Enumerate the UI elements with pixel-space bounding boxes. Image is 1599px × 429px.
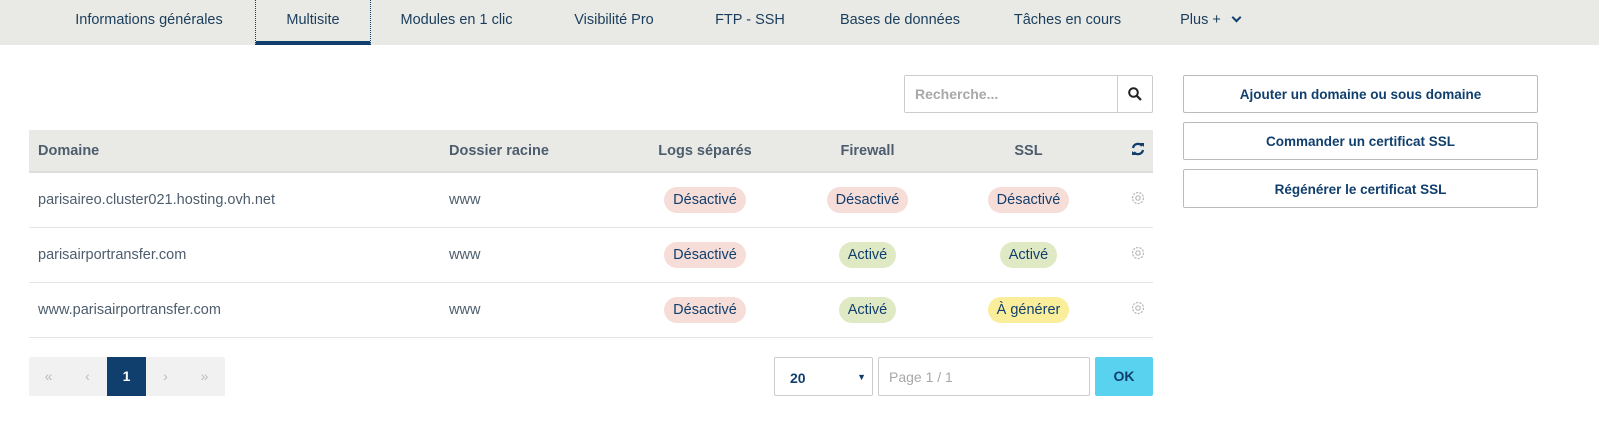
table-row: parisaireo.cluster021.hosting.ovh.net ww… xyxy=(29,172,1153,228)
domain-cell: www.parisairportransfer.com xyxy=(29,282,440,338)
header-domaine[interactable]: Domaine xyxy=(29,130,440,173)
page-1-button[interactable]: 1 xyxy=(107,357,146,396)
root-cell: www xyxy=(440,172,610,228)
first-page-button[interactable]: « xyxy=(44,368,53,384)
page-input[interactable]: Page 1 / 1 xyxy=(878,357,1090,396)
refresh-icon xyxy=(1131,142,1144,155)
chevron-down-icon xyxy=(1231,12,1242,23)
tab-label: Bases de données xyxy=(839,12,961,28)
header-firewall: Firewall xyxy=(800,130,935,173)
settings-button[interactable] xyxy=(1122,282,1153,338)
tab-ftp-ssh[interactable]: FTP - SSH xyxy=(700,0,800,45)
tab-informations-generales[interactable]: Informations générales xyxy=(60,0,238,45)
pagination: « ‹ 1 › » xyxy=(29,357,225,396)
status-badge: Désactivé xyxy=(664,296,746,323)
settings-button[interactable] xyxy=(1122,172,1153,228)
settings-button[interactable] xyxy=(1122,227,1153,283)
last-page-button[interactable]: » xyxy=(200,368,209,384)
status-badge: Désactivé xyxy=(664,186,746,213)
root-cell: www xyxy=(440,282,610,338)
order-ssl-button[interactable]: Commander un certificat SSL xyxy=(1183,122,1538,160)
table-row: www.parisairportransfer.com www Désactiv… xyxy=(29,282,1153,338)
status-badge: Activé xyxy=(838,241,897,268)
status-badge: Désactivé xyxy=(664,241,746,268)
status-badge: À générer xyxy=(987,296,1070,323)
ok-button[interactable]: OK xyxy=(1095,357,1153,396)
tab-modules[interactable]: Modules en 1 clic xyxy=(385,0,528,45)
tab-taches[interactable]: Tâches en cours xyxy=(1000,0,1135,45)
search-input[interactable] xyxy=(905,76,1117,112)
prev-page-button[interactable]: ‹ xyxy=(85,368,90,384)
status-badge: Activé xyxy=(999,241,1058,268)
domain-cell: parisairportransfer.com xyxy=(29,227,440,283)
tab-label: Tâches en cours xyxy=(1013,12,1122,28)
status-badge: Activé xyxy=(838,296,897,323)
tab-label: Plus + xyxy=(1180,12,1221,28)
tab-label: Multisite xyxy=(286,12,340,28)
add-domain-button[interactable]: Ajouter un domaine ou sous domaine xyxy=(1183,75,1538,113)
header-logs: Logs séparés xyxy=(610,130,800,173)
search-box xyxy=(904,75,1153,113)
status-badge: Désactivé xyxy=(826,186,909,213)
next-page-button[interactable]: › xyxy=(163,368,168,384)
regenerate-ssl-button[interactable]: Régénérer le certificat SSL xyxy=(1183,169,1538,208)
gear-icon xyxy=(1131,246,1144,259)
tab-label: FTP - SSH xyxy=(715,12,785,28)
gear-icon xyxy=(1131,301,1144,314)
page-size-select[interactable]: 20 ▼ xyxy=(774,357,873,396)
dropdown-arrow-icon: ▼ xyxy=(857,372,866,382)
header-ssl: SSL xyxy=(935,130,1122,173)
tab-bases-de-donnees[interactable]: Bases de données xyxy=(820,0,980,45)
tab-label: Visibilité Pro xyxy=(574,12,654,28)
tab-visibilite-pro[interactable]: Visibilité Pro xyxy=(555,0,673,45)
gear-icon xyxy=(1131,191,1144,204)
search-button[interactable] xyxy=(1117,76,1152,112)
tab-label: Modules en 1 clic xyxy=(400,12,513,28)
tab-bar: Informations générales Multisite Modules… xyxy=(0,0,1599,45)
page-size-value: 20 xyxy=(790,370,806,386)
page-input-placeholder: Page 1 / 1 xyxy=(889,369,953,385)
root-cell: www xyxy=(440,227,610,283)
domains-table: Domaine Dossier racine Logs séparés Fire… xyxy=(29,130,1153,338)
domain-cell: parisaireo.cluster021.hosting.ovh.net xyxy=(29,172,440,228)
search-icon xyxy=(1128,87,1142,101)
status-badge: Désactivé xyxy=(987,186,1070,213)
tab-label: Informations générales xyxy=(75,12,223,28)
tab-plus[interactable]: Plus + xyxy=(1165,0,1255,45)
refresh-button[interactable] xyxy=(1122,130,1153,173)
table-row: parisairportransfer.com www Désactivé Ac… xyxy=(29,227,1153,283)
header-dossier-racine[interactable]: Dossier racine xyxy=(440,130,610,173)
tab-multisite[interactable]: Multisite xyxy=(255,0,371,45)
